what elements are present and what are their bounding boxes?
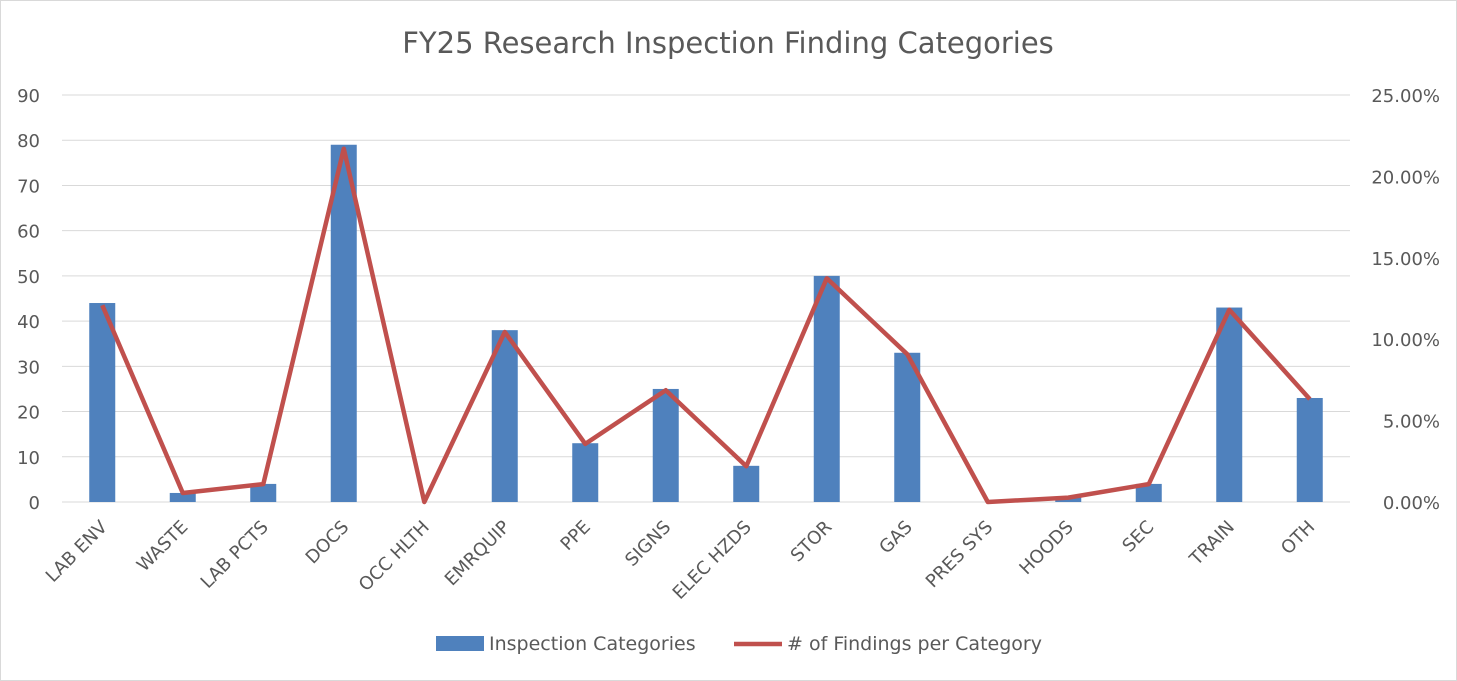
left-tick-label: 20 bbox=[17, 403, 40, 424]
left-tick-label: 80 bbox=[17, 131, 40, 152]
legend-label-inspection-categories: Inspection Categories bbox=[489, 633, 696, 655]
category-label: SIGNS bbox=[621, 517, 675, 571]
right-tick-label: 15.00% bbox=[1371, 249, 1440, 270]
category-label: OTH bbox=[1277, 517, 1319, 559]
category-label: PPE bbox=[557, 517, 595, 555]
legend-swatch-inspection-categories bbox=[436, 636, 484, 651]
category-label: ELEC HZDS bbox=[669, 517, 756, 604]
bar bbox=[733, 465, 760, 502]
category-label: WASTE bbox=[133, 517, 192, 576]
category-label: DOCS bbox=[302, 517, 354, 569]
bar bbox=[813, 275, 840, 502]
category-label: STOR bbox=[787, 517, 837, 567]
category-label: SEC bbox=[1118, 517, 1158, 557]
bar bbox=[169, 492, 196, 502]
bar bbox=[1135, 483, 1162, 502]
right-tick-label: 10.00% bbox=[1371, 330, 1440, 351]
gridlines bbox=[62, 94, 1350, 503]
left-tick-label: 30 bbox=[17, 357, 40, 378]
left-tick-label: 40 bbox=[17, 312, 40, 333]
right-tick-label: 0.00% bbox=[1383, 493, 1440, 514]
bar bbox=[1216, 307, 1243, 502]
bar bbox=[250, 483, 277, 502]
right-axis-ticks: 0.00% 5.00% 10.00% 15.00% 20.00% 25.00% bbox=[1371, 86, 1440, 514]
category-label: OCC HLTH bbox=[355, 517, 434, 596]
left-tick-label: 10 bbox=[17, 448, 40, 469]
bar bbox=[89, 303, 116, 502]
bar bbox=[330, 144, 357, 502]
bar bbox=[652, 388, 679, 502]
left-tick-label: 90 bbox=[17, 86, 40, 107]
findings-line bbox=[100, 146, 1312, 505]
right-tick-label: 5.00% bbox=[1383, 412, 1440, 433]
bar bbox=[572, 443, 599, 502]
category-label: HOODS bbox=[1015, 517, 1077, 579]
category-label: LAB ENV bbox=[42, 516, 112, 586]
category-label: LAB PCTS bbox=[197, 517, 273, 593]
legend-label-findings-per-category: # of Findings per Category bbox=[787, 633, 1042, 655]
left-tick-label: 60 bbox=[17, 222, 40, 243]
bar bbox=[894, 352, 921, 502]
category-label: GAS bbox=[875, 517, 916, 558]
bar-series bbox=[89, 144, 1323, 502]
line-series bbox=[100, 146, 1312, 505]
left-tick-label: 50 bbox=[17, 267, 40, 288]
chart-title: FY25 Research Inspection Finding Categor… bbox=[402, 26, 1054, 60]
left-tick-label: 0 bbox=[29, 493, 40, 514]
category-label: TRAIN bbox=[1185, 517, 1239, 571]
legend: Inspection Categories # of Findings per … bbox=[436, 633, 1042, 655]
category-label: EMRQUIP bbox=[441, 517, 515, 591]
left-tick-label: 70 bbox=[17, 176, 40, 197]
right-tick-label: 20.00% bbox=[1371, 167, 1440, 188]
left-axis-ticks: 0 10 20 30 40 50 60 70 80 90 bbox=[17, 86, 40, 514]
category-axis-labels: LAB ENV WASTE LAB PCTS DOCS OCC HLTH EMRQUIP P… bbox=[42, 516, 1319, 604]
bar bbox=[1296, 397, 1323, 502]
right-tick-label: 25.00% bbox=[1371, 86, 1440, 107]
category-label: PRES SYS bbox=[922, 517, 997, 592]
bar bbox=[491, 330, 518, 502]
